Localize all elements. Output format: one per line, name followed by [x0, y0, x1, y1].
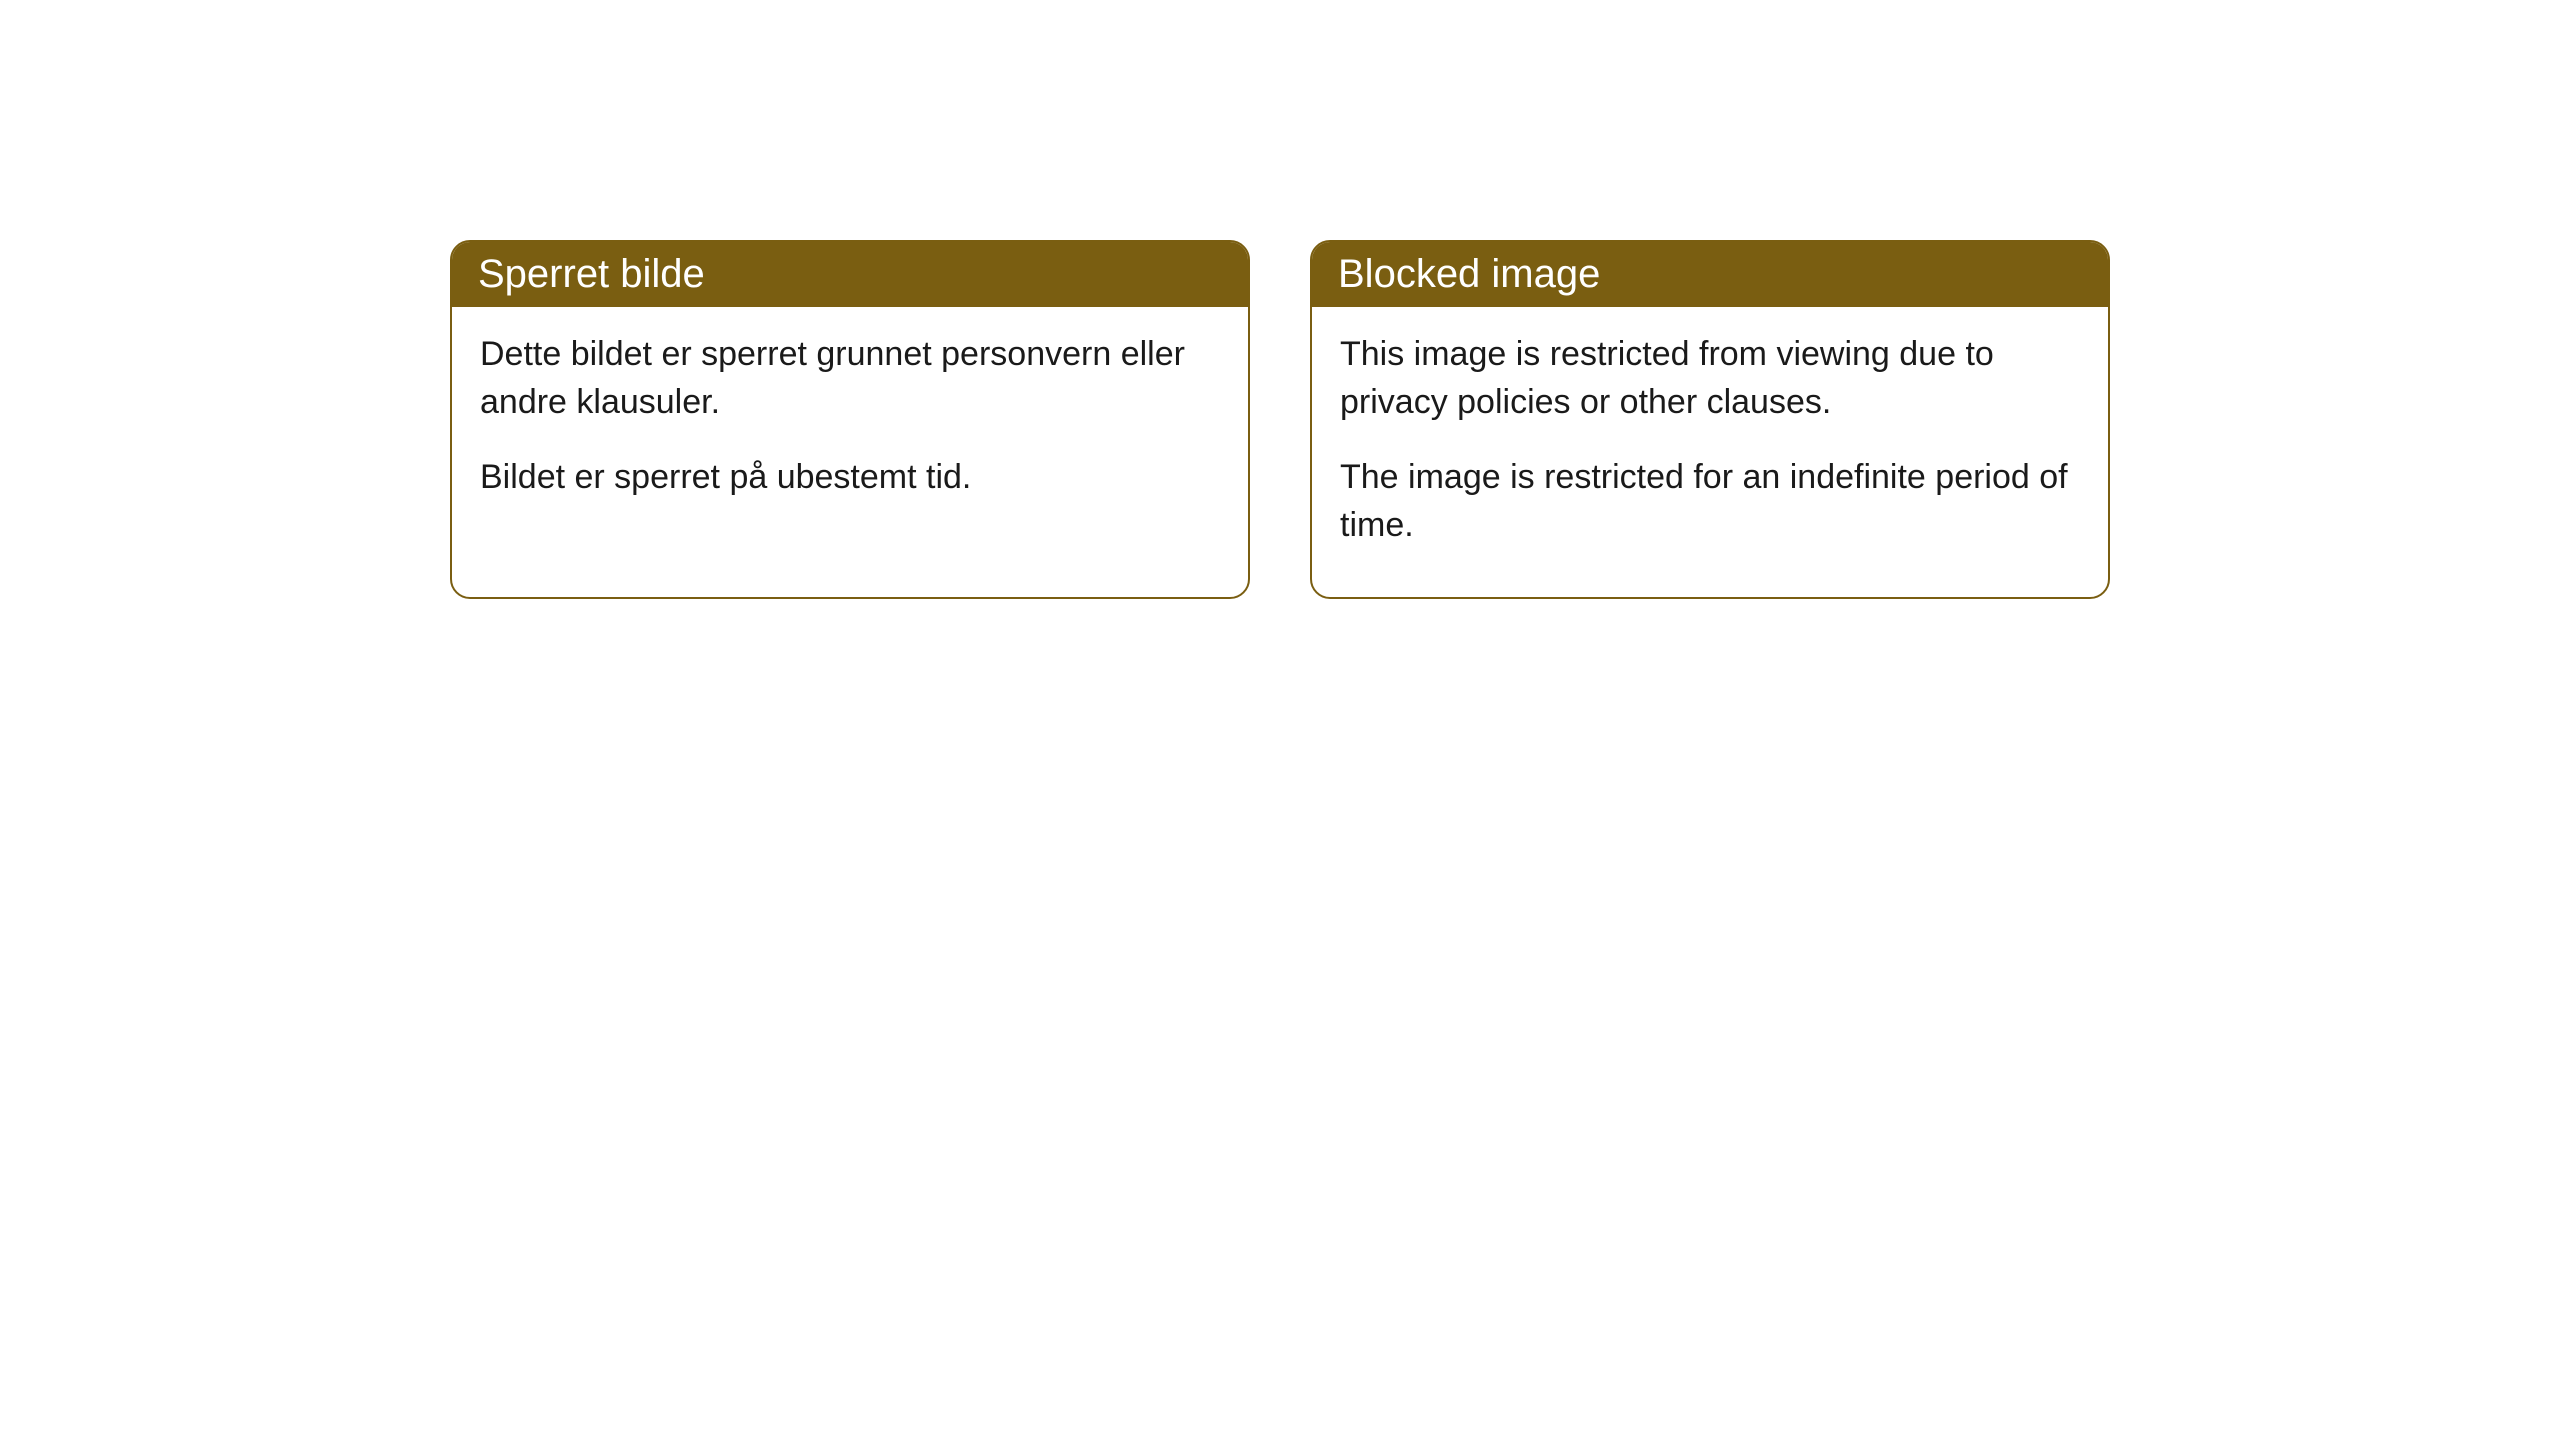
- notice-card-english: Blocked image This image is restricted f…: [1310, 240, 2110, 599]
- notice-cards-container: Sperret bilde Dette bildet er sperret gr…: [450, 240, 2560, 599]
- card-paragraph: The image is restricted for an indefinit…: [1340, 454, 2080, 549]
- card-title: Blocked image: [1338, 252, 1600, 296]
- card-paragraph: Dette bildet er sperret grunnet personve…: [480, 331, 1220, 426]
- card-title: Sperret bilde: [478, 252, 705, 296]
- notice-card-norwegian: Sperret bilde Dette bildet er sperret gr…: [450, 240, 1250, 599]
- card-header: Blocked image: [1312, 242, 2108, 307]
- card-header: Sperret bilde: [452, 242, 1248, 307]
- card-paragraph: Bildet er sperret på ubestemt tid.: [480, 454, 1220, 502]
- card-body: This image is restricted from viewing du…: [1312, 307, 2108, 597]
- card-body: Dette bildet er sperret grunnet personve…: [452, 307, 1248, 550]
- card-paragraph: This image is restricted from viewing du…: [1340, 331, 2080, 426]
